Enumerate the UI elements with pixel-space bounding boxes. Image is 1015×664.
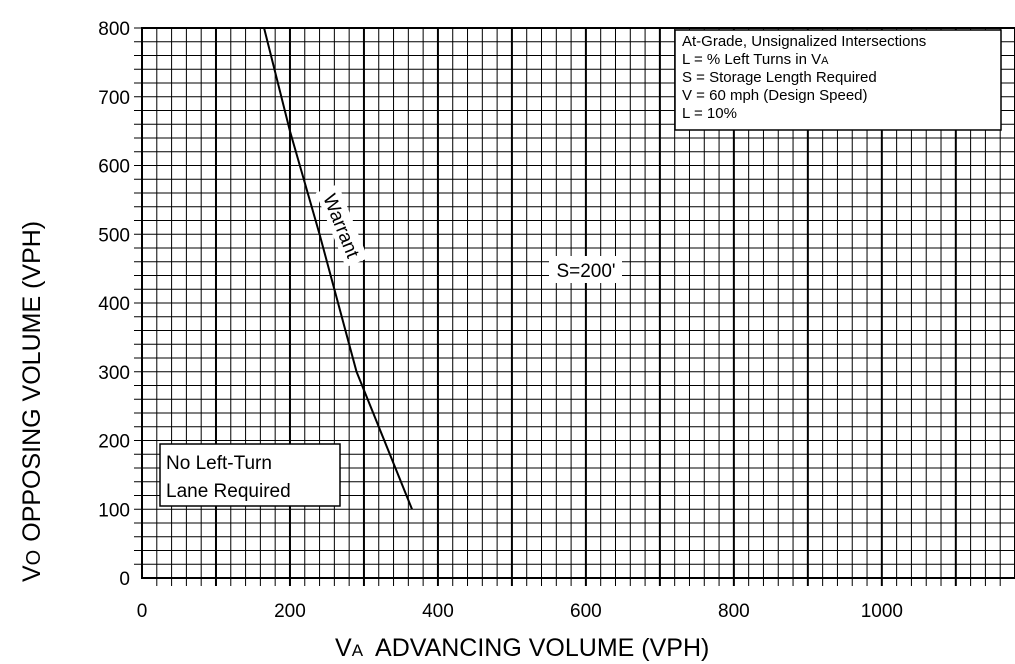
x-tick-label: 400 [422, 601, 454, 622]
y-axis-title-rest: OPPOSING VOLUME (VPH) [18, 221, 46, 542]
x-tick-label: 800 [718, 601, 750, 622]
no-lane-box [159, 443, 341, 507]
y-tick-label: 500 [98, 225, 130, 246]
y-tick-label: 800 [98, 19, 130, 40]
info-line1: At-Grade, Unsignalized Intersections [682, 33, 926, 50]
y-axis-title-main: V [18, 565, 46, 582]
storage-label: S=200' [556, 261, 615, 282]
x-axis-title: VA ADVANCING VOLUME (VPH) [335, 634, 709, 662]
y-axis-title: VO OPPOSING VOLUME (VPH) [18, 221, 46, 582]
storage-label-bg [549, 256, 622, 283]
x-axis-title-sub: A [352, 641, 364, 660]
y-tick-label: 100 [98, 500, 130, 521]
info-line4: V = 60 mph (Design Speed) [682, 87, 868, 104]
x-tick-label: 1000 [861, 601, 903, 622]
y-axis-title-sub: O [23, 550, 45, 566]
y-tick-labels: 0 100 200 300 400 500 600 700 800 [98, 19, 130, 590]
no-lane-line1: No Left-Turn [166, 453, 272, 474]
info-line2-main: L = % Left Turns in V [682, 51, 821, 68]
no-lane-line2: Lane Required [166, 481, 291, 502]
x-tick-label: 0 [137, 601, 148, 622]
y-tick-label: 200 [98, 432, 130, 453]
x-tick-labels: 0 200 400 600 800 1000 [137, 601, 903, 622]
info-box [674, 29, 1002, 131]
x-axis-title-rest: ADVANCING VOLUME (VPH) [375, 634, 709, 662]
y-tick-label: 0 [119, 569, 130, 590]
plot-border [141, 27, 1015, 579]
warrant-line [263, 27, 413, 510]
y-tick-label: 400 [98, 294, 130, 315]
minor-grid [134, 28, 1015, 586]
warrant-label-bg [315, 184, 369, 268]
y-tick-label: 600 [98, 157, 130, 178]
info-line2: L = % Left Turns in VA [682, 51, 829, 68]
x-tick-label: 200 [274, 601, 306, 622]
x-axis-title-main: V [335, 634, 352, 662]
info-line2-sub: A [821, 55, 829, 67]
info-line3: S = Storage Length Required [682, 69, 877, 86]
warrant-label-group: Warrant [315, 184, 369, 268]
info-line5: L = 10% [682, 105, 737, 122]
y-tick-label: 300 [98, 363, 130, 384]
y-tick-label: 700 [98, 88, 130, 109]
x-tick-label: 600 [570, 601, 602, 622]
